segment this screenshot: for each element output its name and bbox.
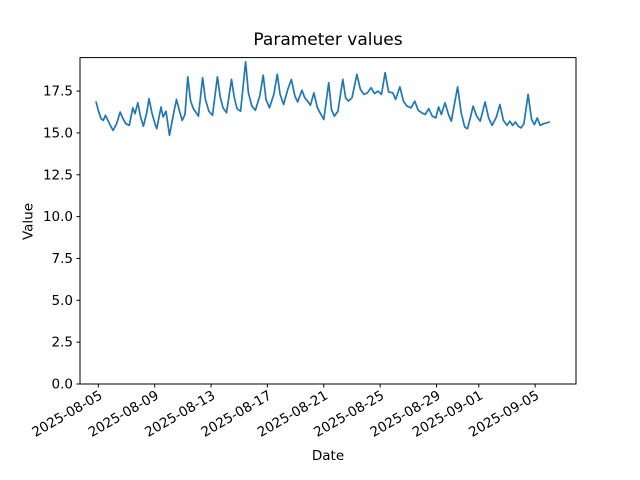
y-tick-label: 7.5 (52, 251, 73, 267)
y-tick-label: 0.0 (52, 377, 73, 393)
data-line (95, 60, 551, 137)
y-axis-label: Value (20, 202, 37, 241)
plot-area-border (79, 57, 577, 385)
y-tick-label: 12.5 (43, 167, 73, 183)
y-tick-label: 10.0 (43, 209, 73, 225)
y-tick-label: 5.0 (52, 293, 73, 309)
y-tick-label: 15.0 (43, 125, 73, 141)
chart-title: Parameter values (253, 30, 403, 50)
y-tick-label: 2.5 (52, 335, 73, 351)
x-axis-label: Date (311, 448, 345, 464)
y-tick-label: 17.5 (43, 84, 73, 100)
